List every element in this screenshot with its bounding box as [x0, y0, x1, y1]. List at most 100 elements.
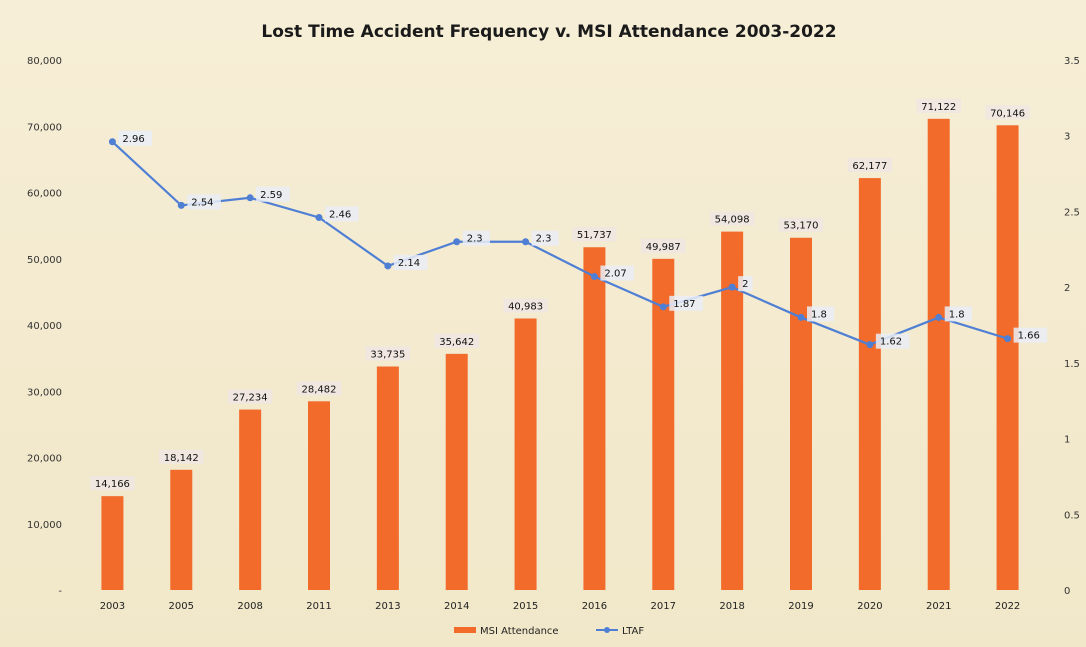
ltaf-data-label: 2: [742, 279, 748, 290]
line-label-bg: [738, 276, 753, 292]
bar-data-label: 62,177: [852, 161, 887, 172]
line-label-bg: [325, 206, 359, 222]
ltaf-point: [590, 273, 598, 281]
ltaf-data-label: 2.3: [467, 234, 483, 245]
left-tick-label: 60,000: [27, 189, 62, 200]
left-tick-label: 20,000: [27, 454, 62, 465]
line-label-bg: [531, 230, 559, 246]
line-label-bg: [669, 295, 703, 311]
right-tick-label: 2: [1064, 283, 1070, 294]
ltaf-point: [728, 283, 736, 291]
bar-data-label: 51,737: [577, 230, 612, 241]
bar: [996, 125, 1019, 591]
ltaf-data-label: 2.96: [122, 134, 144, 145]
ltaf-data-label: 2.14: [398, 258, 420, 269]
bar-label-bg: [985, 105, 1030, 120]
x-tick-label: 2014: [444, 601, 469, 612]
ltaf-data-label: 1.8: [811, 309, 827, 320]
bar-data-label: 49,987: [646, 242, 681, 253]
bar-label-bg: [847, 158, 893, 173]
ltaf-point: [453, 238, 461, 246]
line-label-bg: [600, 265, 635, 281]
left-tick-label: 70,000: [27, 122, 62, 133]
right-tick-label: 3.5: [1064, 56, 1080, 67]
bar-data-label: 18,142: [164, 453, 199, 464]
ltaf-data-label: 1.87: [673, 299, 695, 310]
x-tick-label: 2020: [857, 601, 882, 612]
line-label-bg: [462, 230, 490, 246]
left-tick-label: 10,000: [27, 520, 62, 531]
ltaf-data-label: 1.66: [1018, 331, 1040, 342]
bar-label-bg: [641, 238, 686, 253]
bar: [583, 247, 606, 590]
bar-data-label: 28,482: [302, 384, 337, 395]
legend: MSI Attendance LTAF: [454, 626, 644, 637]
ltaf-point: [1004, 335, 1012, 343]
bar: [721, 231, 744, 590]
bar: [170, 469, 193, 590]
left-tick-label: 30,000: [27, 387, 62, 398]
bar: [308, 401, 330, 590]
ltaf-point: [866, 341, 874, 349]
right-tick-label: 1.5: [1064, 359, 1080, 370]
bar-label-bg: [296, 381, 342, 396]
ltaf-point: [108, 138, 116, 146]
x-tick-label: 2013: [375, 601, 400, 612]
x-tick-label: 2017: [651, 601, 676, 612]
bar-data-label: 71,122: [921, 102, 956, 113]
left-tick-label: 50,000: [27, 255, 62, 266]
bar-data-label: 33,735: [370, 350, 405, 361]
bar-data-label: 53,170: [784, 221, 819, 232]
right-axis: 0 0.5 1 1.5 2 2.5 3 3.5: [1064, 56, 1080, 597]
right-tick-label: 2.5: [1064, 207, 1080, 218]
x-tick-label: 2015: [513, 601, 538, 612]
ltaf-data-label: 2.3: [536, 234, 552, 245]
bar: [927, 118, 950, 591]
ltaf-point: [797, 313, 805, 321]
line-label-bg: [118, 130, 153, 146]
bar-label-bg: [434, 333, 479, 348]
chart-title: Lost Time Accident Frequency v. MSI Atte…: [261, 22, 836, 42]
bar-label-bg: [709, 211, 755, 226]
legend-swatch-ltaf-marker: [604, 627, 610, 633]
line-label-bg: [875, 333, 910, 349]
left-tick-label: -: [58, 586, 62, 597]
bar: [514, 318, 537, 590]
right-tick-label: 1: [1064, 435, 1070, 446]
x-axis: 2003 2005 2008 2011 2013 2014 2015 2016 2017 2018…: [100, 601, 1021, 612]
ltaf-data-label: 1.62: [880, 337, 902, 348]
bar-label-bg: [503, 298, 548, 313]
bar-label-bg: [159, 449, 204, 464]
line-label-bg: [187, 194, 221, 210]
left-axis: - 10,000 20,000 30,000 40,000 50,000 60,000 70,…: [27, 56, 62, 597]
bar: [239, 409, 262, 590]
line-data-labels: 2.96 2.54 2.59 2.46 2.14 2.3 2.3 2.07 1.87 2 1.8 1.…: [118, 130, 1048, 349]
legend-label-ltaf: LTAF: [622, 626, 644, 637]
ltaf-point: [384, 262, 392, 270]
bar-data-label: 70,146: [990, 108, 1025, 119]
bar-data-label: 54,098: [715, 215, 750, 226]
x-tick-label: 2005: [169, 601, 194, 612]
right-tick-label: 0: [1064, 586, 1070, 597]
bar-label-bg: [916, 98, 961, 113]
bar-label-bg: [572, 227, 617, 242]
ltaf-point: [659, 303, 667, 311]
bar: [652, 258, 675, 590]
ltaf-point: [177, 201, 185, 209]
ltaf-data-label: 2.46: [329, 209, 351, 220]
x-tick-label: 2022: [995, 601, 1020, 612]
ltaf-data-label: 2.59: [260, 190, 282, 201]
bar: [101, 496, 124, 590]
legend-swatch-msi: [454, 627, 476, 633]
bar-label-bg: [90, 476, 135, 491]
left-tick-label: 80,000: [27, 56, 62, 67]
ltaf-data-label: 2.07: [604, 269, 626, 280]
bar: [790, 237, 812, 590]
line-label-bg: [944, 306, 972, 322]
x-tick-label: 2008: [237, 601, 262, 612]
ltaf-point: [522, 238, 530, 246]
bar-data-label: 35,642: [439, 337, 474, 348]
bar: [858, 178, 881, 590]
